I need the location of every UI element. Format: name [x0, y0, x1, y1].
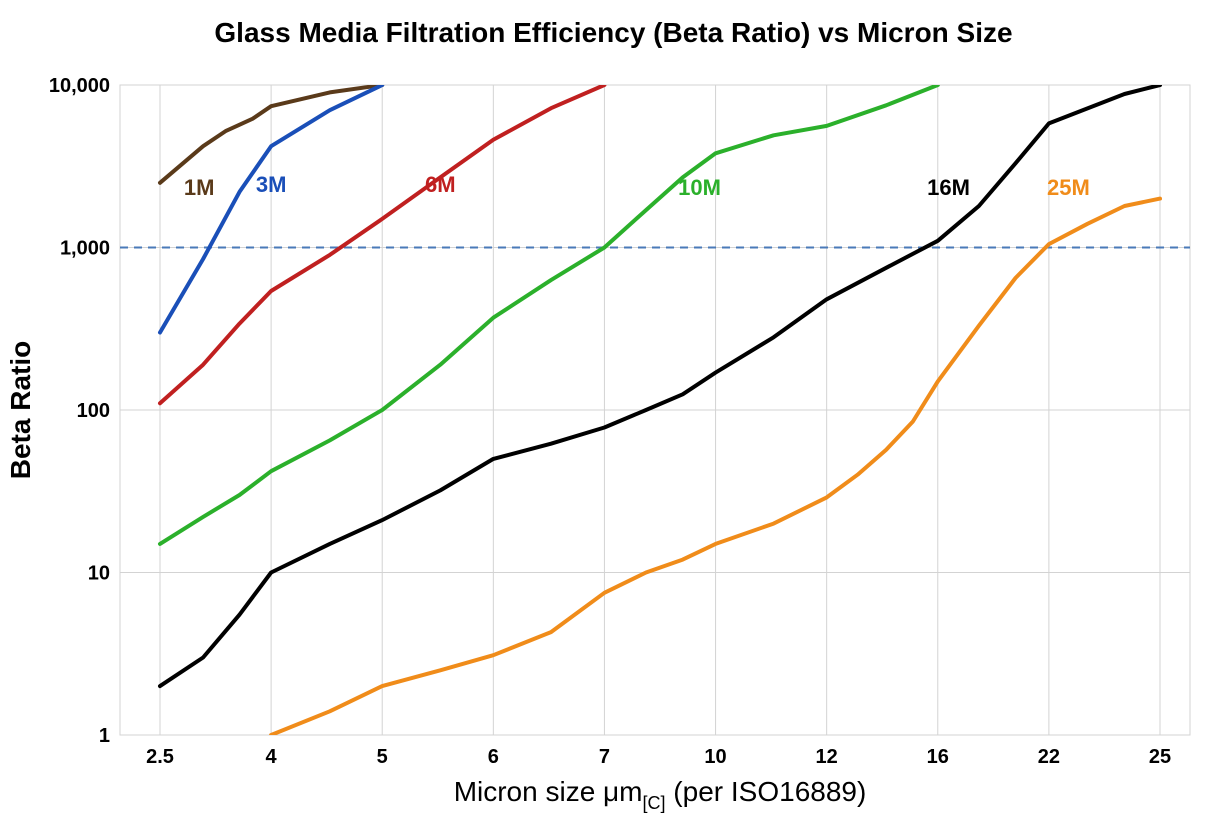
chart-title: Glass Media Filtration Efficiency (Beta … [214, 17, 1012, 48]
y-tick-label: 1 [99, 725, 110, 747]
x-tick-label: 22 [1038, 746, 1060, 768]
x-tick-label: 10 [704, 746, 726, 768]
x-tick-label: 4 [266, 746, 278, 768]
series-label-1m: 1M [184, 175, 215, 200]
line-chart: Glass Media Filtration Efficiency (Beta … [0, 0, 1227, 836]
series-label-10m: 10M [678, 175, 721, 200]
series-label-3m: 3M [256, 172, 287, 197]
x-tick-label: 7 [599, 746, 610, 768]
x-tick-label: 2.5 [146, 746, 174, 768]
y-tick-label: 10,000 [49, 75, 110, 97]
series-label-6m: 6M [425, 172, 456, 197]
series-label-25m: 25M [1047, 175, 1090, 200]
x-tick-label: 6 [488, 746, 499, 768]
y-axis-label: Beta Ratio [5, 341, 36, 479]
y-tick-label: 10 [88, 563, 110, 585]
x-tick-label: 12 [816, 746, 838, 768]
y-tick-label: 100 [77, 400, 110, 422]
x-tick-label: 25 [1149, 746, 1171, 768]
x-tick-label: 5 [377, 746, 388, 768]
x-tick-label: 16 [927, 746, 949, 768]
series-label-16m: 16M [927, 175, 970, 200]
chart-container: Glass Media Filtration Efficiency (Beta … [0, 0, 1227, 836]
y-tick-label: 1,000 [60, 238, 110, 260]
